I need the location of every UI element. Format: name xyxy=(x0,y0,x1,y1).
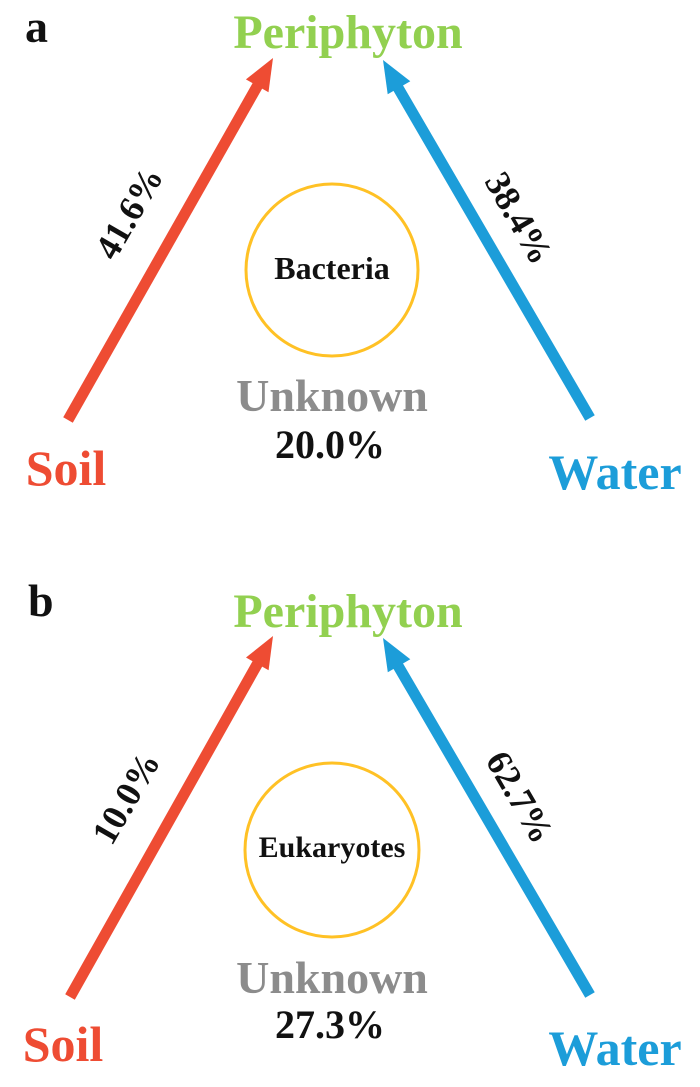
water-arrow-shaft xyxy=(392,661,595,998)
unknown-label: Unknown xyxy=(236,952,428,1003)
soil-label: Soil xyxy=(22,1016,104,1072)
soil-arrowhead xyxy=(246,636,273,671)
unknown-percentage: 27.3% xyxy=(275,1002,385,1047)
water-arrowhead xyxy=(383,60,411,95)
panel-letter: b xyxy=(28,575,54,626)
soil-label: Soil xyxy=(25,440,107,496)
target-label: Periphyton xyxy=(233,585,463,638)
unknown-label: Unknown xyxy=(236,370,428,421)
soil-arrowhead xyxy=(245,58,273,93)
community-label: Bacteria xyxy=(274,250,390,286)
community-circle xyxy=(244,182,420,358)
water-arrow-shaft xyxy=(392,83,595,421)
soil-arrow-shaft xyxy=(65,658,264,1000)
target-label: Periphyton xyxy=(233,6,463,59)
soil-arrow-shaft xyxy=(63,80,264,423)
community-label: Eukaryotes xyxy=(258,831,406,864)
community-circle xyxy=(243,761,421,939)
water-label: Water xyxy=(548,1020,682,1076)
unknown-percentage: 20.0% xyxy=(275,422,385,467)
panel-letter: a xyxy=(25,1,48,52)
water-arrowhead xyxy=(383,638,411,673)
water-label: Water xyxy=(548,444,682,500)
